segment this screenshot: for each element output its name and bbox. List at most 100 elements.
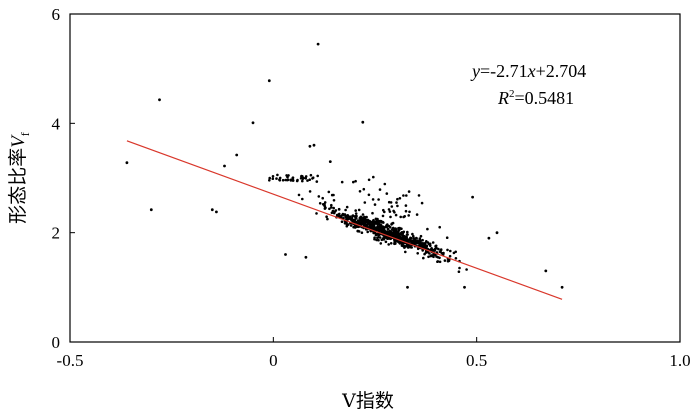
data-point — [215, 210, 218, 214]
data-point — [362, 218, 366, 221]
data-point — [434, 244, 438, 248]
data-point — [308, 144, 312, 148]
data-point — [446, 248, 449, 252]
data-point — [383, 182, 387, 186]
data-point — [428, 252, 431, 255]
data-point — [377, 226, 381, 230]
data-point — [353, 218, 357, 221]
data-point — [363, 215, 366, 219]
data-point — [384, 231, 388, 234]
data-point — [330, 206, 333, 209]
data-point — [431, 241, 435, 244]
data-point — [405, 194, 408, 197]
data-point — [308, 178, 312, 181]
data-point — [308, 190, 312, 193]
data-point — [394, 213, 398, 217]
data-point — [328, 207, 331, 211]
fit-equation: y=-2.71x+2.704 — [470, 61, 586, 81]
data-point — [326, 217, 329, 221]
data-point — [281, 178, 285, 182]
data-point — [438, 250, 442, 253]
data-point — [381, 214, 385, 218]
x-tick-label: 0.5 — [466, 351, 487, 370]
data-point — [372, 225, 376, 229]
data-point — [377, 233, 381, 237]
data-point — [377, 198, 380, 201]
data-point — [378, 219, 382, 223]
data-point — [375, 221, 379, 225]
data-point — [408, 210, 411, 214]
data-point — [367, 193, 371, 197]
data-point — [395, 231, 399, 235]
data-point — [448, 254, 452, 258]
data-point — [354, 215, 358, 218]
data-point — [318, 202, 322, 205]
data-point — [369, 224, 373, 228]
data-point — [495, 231, 499, 235]
data-point — [354, 212, 358, 215]
data-point — [390, 228, 394, 231]
data-point — [306, 179, 309, 182]
data-point — [419, 243, 423, 246]
data-point — [371, 211, 374, 215]
data-point — [417, 194, 421, 197]
data-point — [393, 240, 397, 244]
data-point — [297, 193, 301, 197]
data-point — [289, 178, 293, 182]
data-point — [387, 243, 391, 246]
data-point — [443, 259, 447, 262]
data-point — [345, 205, 349, 209]
data-point — [379, 224, 383, 227]
data-point — [544, 269, 548, 273]
x-axis-title: V指数 — [341, 390, 394, 412]
data-point — [384, 240, 388, 244]
data-point — [384, 235, 388, 239]
data-point — [304, 177, 308, 180]
data-point — [299, 177, 303, 180]
data-point — [398, 197, 402, 200]
data-point — [454, 257, 458, 260]
data-point — [396, 197, 399, 201]
data-point — [430, 248, 434, 251]
data-point — [235, 153, 239, 157]
data-point — [341, 213, 344, 217]
data-point — [363, 201, 367, 204]
data-point — [317, 195, 321, 198]
data-point — [439, 248, 443, 251]
data-point — [365, 215, 368, 219]
data-point — [416, 247, 420, 251]
data-point — [380, 238, 384, 242]
data-point — [370, 221, 374, 224]
data-point — [346, 214, 350, 217]
data-point — [291, 179, 295, 182]
data-point — [158, 98, 161, 102]
data-point — [300, 174, 303, 178]
data-point — [284, 253, 287, 256]
data-point — [423, 244, 426, 248]
data-point — [332, 206, 336, 210]
data-point — [360, 215, 363, 219]
data-point — [360, 231, 364, 234]
y-axis-title: 形态比率Vf — [7, 132, 32, 224]
regression-line — [126, 140, 563, 300]
data-point — [278, 179, 282, 182]
data-point — [275, 177, 278, 180]
data-point — [463, 285, 466, 289]
data-point — [349, 224, 353, 227]
data-point — [421, 238, 424, 242]
data-point — [357, 219, 360, 223]
data-point — [382, 208, 385, 212]
data-point — [411, 232, 414, 236]
data-point — [328, 160, 332, 164]
data-point — [390, 205, 394, 208]
data-point — [372, 175, 375, 179]
plot-border — [69, 13, 681, 343]
data-point — [428, 242, 432, 246]
data-point — [366, 230, 370, 234]
data-point — [354, 209, 358, 212]
data-point — [405, 233, 409, 236]
data-point — [321, 196, 325, 200]
data-point — [436, 255, 440, 259]
fit-line-group — [126, 140, 563, 300]
data-point — [379, 228, 383, 231]
